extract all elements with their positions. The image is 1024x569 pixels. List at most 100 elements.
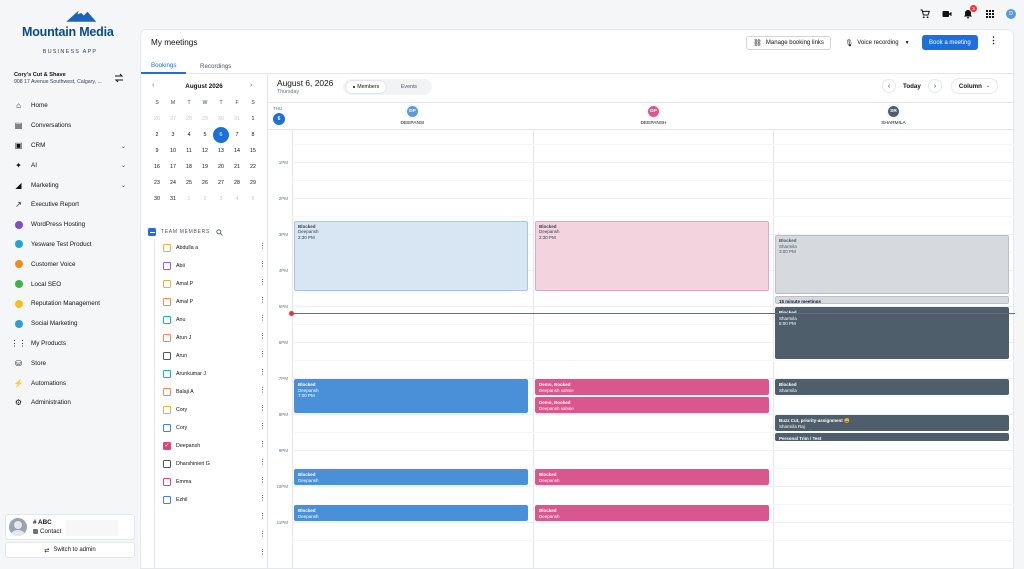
calendar-day[interactable]: 3 xyxy=(171,132,175,138)
calendar-event[interactable]: BlockedDeepansh9:30 PM xyxy=(294,469,528,485)
calendar-event[interactable]: BlockedDeepansh10:30 PM xyxy=(294,505,528,521)
brand-name[interactable]: Mountain Media xyxy=(22,25,114,39)
member-checkbox[interactable] xyxy=(163,460,171,468)
prev-day-button[interactable]: ‹ xyxy=(882,79,896,93)
member-more-icon[interactable]: ⋮ xyxy=(259,405,266,412)
calendar-day[interactable]: 7 xyxy=(235,132,239,138)
chevron-down-icon[interactable]: ⌄ xyxy=(120,183,126,190)
member-more-icon[interactable]: ⋮ xyxy=(259,531,266,538)
calendar-day[interactable]: 6 xyxy=(213,127,229,143)
calendar-event[interactable]: BlockedDeepansh10:30 PM xyxy=(535,505,769,521)
calendar-day[interactable]: 4 xyxy=(187,132,191,138)
today-button[interactable]: Today xyxy=(903,82,921,90)
member-more-icon[interactable]: ⋮ xyxy=(259,477,266,484)
sidebar-item-conversations[interactable]: ▤ Conversations xyxy=(0,116,140,136)
member-more-icon[interactable]: ⋮ xyxy=(259,369,266,376)
team-member-row[interactable]: ✓ Deepansh ⋮ xyxy=(155,437,266,455)
member-more-icon[interactable]: ⋮ xyxy=(259,495,266,502)
sidebar-item-customer-voice[interactable]: Customer Voice xyxy=(0,254,140,274)
sidebar-item-wordpress-hosting[interactable]: WordPress Hosting xyxy=(0,215,140,235)
members-toggle[interactable]: Members xyxy=(346,81,386,93)
member-checkbox[interactable] xyxy=(163,316,171,324)
member-checkbox[interactable] xyxy=(163,550,171,558)
sidebar-item-administration[interactable]: ⚙ Administration xyxy=(0,393,140,413)
calendar-day[interactable]: 13 xyxy=(218,148,224,154)
calendar-event[interactable]: 15 minute meetings xyxy=(775,296,1009,305)
calendar-day[interactable]: 17 xyxy=(170,164,176,170)
member-checkbox[interactable] xyxy=(163,406,171,414)
contact-link[interactable]: Contact xyxy=(33,528,61,535)
team-member-row[interactable]: Dharshinieri G ⋮ xyxy=(155,455,266,473)
calendar-event[interactable]: Blocked Deepansh 2:30 PM xyxy=(535,220,769,291)
calendar-event[interactable]: Blocked Deepansh 7:00 PM xyxy=(294,379,528,413)
member-checkbox[interactable] xyxy=(163,262,171,270)
member-more-icon[interactable]: ⋮ xyxy=(259,279,266,286)
team-member-row[interactable]: Anu ⋮ xyxy=(155,311,266,329)
search-icon[interactable] xyxy=(216,228,223,236)
calendar-day[interactable]: 2 xyxy=(203,196,207,202)
member-more-icon[interactable]: ⋮ xyxy=(259,297,266,304)
calendar-day[interactable]: 29 xyxy=(250,180,256,186)
calendar-day[interactable]: 8 xyxy=(251,132,255,138)
calendar-day[interactable]: 28 xyxy=(186,116,192,122)
calendar-event[interactable]: Blocked Deepansh 2:30 PM xyxy=(294,220,528,291)
calendar-day[interactable]: 25 xyxy=(186,180,192,186)
calendar-day[interactable]: 15 xyxy=(250,148,256,154)
swap-account-icon[interactable] xyxy=(114,73,124,83)
calendar-day[interactable]: 31 xyxy=(170,196,176,202)
calendar-day[interactable]: 27 xyxy=(218,180,224,186)
team-member-row[interactable]: Arunkumar J ⋮ xyxy=(155,365,266,383)
team-member-row[interactable]: ⋮ xyxy=(155,527,266,545)
calendar-day[interactable]: 26 xyxy=(154,116,160,122)
calendar-event[interactable]: Personal Trim / Test xyxy=(775,433,1009,442)
member-checkbox[interactable]: ✓ xyxy=(163,442,171,450)
calendar-event[interactable]: Blocked Sharmila 3:00 PM xyxy=(775,235,1009,295)
mountain-logo[interactable] xyxy=(60,6,120,30)
member-checkbox[interactable] xyxy=(163,496,171,504)
calendar-day[interactable]: 19 xyxy=(202,164,208,170)
apps-grid-icon[interactable] xyxy=(985,9,995,19)
day-number-badge[interactable]: 6 xyxy=(273,113,285,125)
calendar-day[interactable]: 1 xyxy=(187,196,191,202)
calendar-day[interactable]: 14 xyxy=(234,148,240,154)
sidebar-item-social-marketing[interactable]: Social Marketing xyxy=(0,314,140,334)
book-meeting-button[interactable]: Book a meeting xyxy=(922,35,978,50)
sidebar-item-automations[interactable]: ⚡ Automations xyxy=(0,373,140,393)
calendar-day[interactable]: 12 xyxy=(202,148,208,154)
chevron-down-icon[interactable]: ⌄ xyxy=(120,143,126,150)
team-member-row[interactable]: Abdulla a ⋮ xyxy=(155,239,266,257)
calendar-day[interactable]: 30 xyxy=(154,196,160,202)
member-more-icon[interactable]: ⋮ xyxy=(259,333,266,340)
events-toggle[interactable]: Events xyxy=(400,84,418,90)
bell-icon[interactable] xyxy=(963,9,973,19)
member-checkbox[interactable] xyxy=(163,478,171,486)
member-more-icon[interactable]: ⋮ xyxy=(259,387,266,394)
member-more-icon[interactable]: ⋮ xyxy=(259,243,266,250)
sidebar-item-executive-report[interactable]: ↗ Executive Report xyxy=(0,195,140,215)
calendar-day[interactable]: 22 xyxy=(250,164,256,170)
tab-recordings[interactable]: Recordings xyxy=(200,62,232,70)
sidebar-item-local-seo[interactable]: Local SEO xyxy=(0,274,140,294)
member-more-icon[interactable]: ⋮ xyxy=(259,441,266,448)
calendar-day[interactable]: 10 xyxy=(170,148,176,154)
manage-booking-links-button[interactable]: ⛓ Manage booking links xyxy=(746,36,831,50)
sidebar-item-reputation-management[interactable]: Reputation Management xyxy=(0,294,140,314)
account-name[interactable]: Cory's Cut & Shave xyxy=(14,72,66,78)
calendar-day[interactable]: 20 xyxy=(218,164,224,170)
member-checkbox[interactable] xyxy=(163,532,171,540)
calendar-day[interactable]: 5 xyxy=(251,196,255,202)
voice-recording-dropdown[interactable]: 🎙 Voice recording ▼ xyxy=(839,36,916,50)
calendar-grid[interactable]: 12PM1PM2PM3PM4PM5PM6PM7PM8PM9PM10PM11PMB… xyxy=(268,130,1015,569)
column-view-dropdown[interactable]: Column ⌄ xyxy=(951,78,998,94)
sidebar-item-ai[interactable]: ✦ AI ⌄ xyxy=(0,155,140,175)
tab-bookings[interactable]: Bookings xyxy=(141,58,187,74)
calendar-day[interactable]: 26 xyxy=(202,180,208,186)
calendar-day[interactable]: 28 xyxy=(234,180,240,186)
member-more-icon[interactable]: ⋮ xyxy=(259,315,266,322)
switch-to-admin-button[interactable]: ⇄ Switch to admin xyxy=(5,542,135,558)
calendar-day[interactable]: 27 xyxy=(170,116,176,122)
member-checkbox[interactable] xyxy=(163,352,171,360)
member-avatar[interactable]: SR xyxy=(887,105,900,118)
